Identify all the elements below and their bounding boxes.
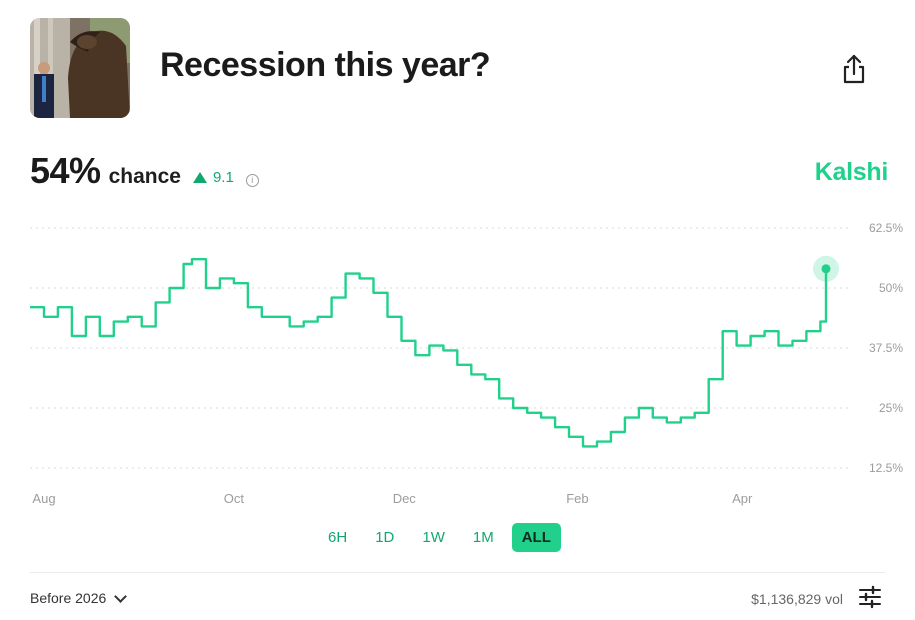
- probability-summary: 54% chance 9.1 i: [30, 150, 259, 192]
- y-tick-label: 62.5%: [869, 221, 903, 235]
- probability-value: 54%: [30, 150, 101, 191]
- market-image: [30, 18, 130, 118]
- range-button-1w[interactable]: 1W: [422, 529, 445, 546]
- x-tick-label: Oct: [224, 491, 245, 506]
- chevron-down-icon: [114, 589, 128, 603]
- x-tick-label: Dec: [393, 491, 417, 506]
- price-chart[interactable]: 62.5% 50% 37.5% 25% 12.5% Aug Oct Dec Feb Apr: [0, 210, 915, 510]
- page-title: Recession this year?: [160, 46, 491, 84]
- brand-logo: Kalshi: [814, 158, 889, 186]
- x-tick-label: Aug: [32, 491, 55, 506]
- filter-dropdown[interactable]: Before 2026: [30, 589, 128, 606]
- market-thumbnail: [30, 18, 130, 118]
- divider: [30, 572, 885, 573]
- series-line: [30, 258, 828, 448]
- current-point: [821, 264, 831, 274]
- change-indicator: 9.1: [192, 169, 234, 186]
- x-tick-label: Apr: [732, 491, 753, 506]
- share-icon: [843, 54, 865, 84]
- volume-text: $1,136,829 vol: [751, 591, 843, 607]
- probability-label: chance: [108, 165, 181, 188]
- range-button-all[interactable]: ALL: [511, 523, 561, 552]
- y-tick-label: 50%: [879, 281, 903, 295]
- range-button-1m[interactable]: 1M: [472, 529, 494, 546]
- share-button[interactable]: [838, 52, 870, 88]
- up-arrow-icon: [192, 172, 207, 183]
- info-icon[interactable]: i: [245, 174, 259, 187]
- sliders-icon: [859, 585, 881, 609]
- y-tick-label: 12.5%: [869, 461, 903, 475]
- chart-settings-button[interactable]: [858, 585, 882, 609]
- filter-label: Before 2026: [30, 590, 107, 606]
- change-value: 9.1: [212, 169, 234, 186]
- range-button-1d[interactable]: 1D: [375, 529, 395, 546]
- range-button-6h[interactable]: 6H: [328, 529, 348, 546]
- y-tick-label: 25%: [879, 401, 903, 415]
- y-tick-label: 37.5%: [869, 341, 903, 355]
- x-tick-label: Feb: [566, 491, 588, 506]
- time-range-selector: 6H 1D 1W 1M ALL: [318, 523, 561, 552]
